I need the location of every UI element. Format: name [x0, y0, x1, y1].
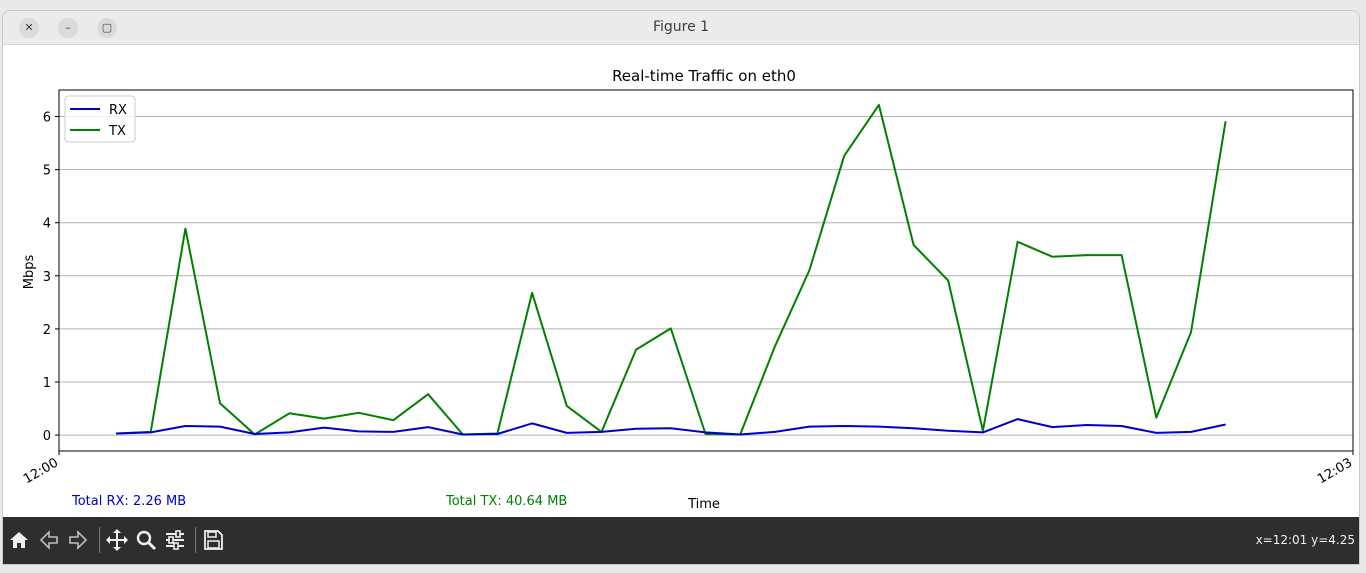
- legend: RX TX: [64, 95, 136, 143]
- y-tick-label: 3: [43, 270, 51, 285]
- total-tx-text: Total TX: 40.64 MB: [445, 494, 567, 509]
- plot-frame: [58, 89, 1354, 452]
- minimize-button[interactable]: –: [58, 18, 78, 38]
- back-arrow-icon: [39, 530, 58, 550]
- y-tick-label: 2: [43, 323, 51, 338]
- save-button[interactable]: [200, 527, 226, 553]
- zoom-button[interactable]: [133, 527, 159, 553]
- x-tick-label: 12:03: [1315, 455, 1355, 487]
- x-axis-label: Time: [687, 497, 720, 512]
- series-line-rx: [115, 418, 1226, 436]
- figure-canvas: 0 1 2 3 4 5 6 12:00 12:03 Real-time Traffic on e…: [3, 45, 1359, 517]
- home-button[interactable]: [6, 527, 32, 553]
- figure-window: ✕ – ▢ Figure 1 0 1 2 3 4 5 6 12:00 12:03 Real-ti…: [2, 10, 1360, 565]
- legend-tx-label: TX: [108, 124, 126, 139]
- title-bar: ✕ – ▢ Figure 1: [3, 11, 1359, 45]
- maximize-button[interactable]: ▢: [97, 18, 117, 38]
- legend-rx-label: RX: [109, 103, 127, 118]
- home-icon: [10, 532, 28, 548]
- minimize-icon: –: [65, 21, 71, 34]
- back-button[interactable]: [36, 527, 62, 553]
- close-button[interactable]: ✕: [19, 18, 39, 38]
- sliders-icon: [166, 530, 184, 550]
- total-rx-text: Total RX: 2.26 MB: [71, 494, 186, 509]
- navigation-toolbar: x=12:01 y=4.25: [3, 517, 1359, 564]
- floppy-disk-icon: [204, 530, 223, 550]
- y-tick-label: 1: [43, 376, 51, 391]
- x-tick-label: 12:00: [21, 455, 61, 487]
- toolbar-separator: [99, 527, 100, 553]
- configure-subplots-button[interactable]: [162, 527, 188, 553]
- y-tick-label: 6: [43, 111, 51, 126]
- pan-icon: [106, 529, 128, 551]
- pan-button[interactable]: [104, 527, 130, 553]
- y-tick-label: 0: [43, 429, 51, 444]
- close-icon: ✕: [24, 21, 34, 34]
- y-tick-label: 4: [43, 217, 51, 232]
- cursor-coordinates: x=12:01 y=4.25: [1255, 533, 1355, 547]
- series-line-tx: [115, 103, 1227, 436]
- window-title: Figure 1: [652, 19, 710, 35]
- y-axis-label: Mbps: [22, 255, 37, 290]
- toolbar-separator: [195, 527, 196, 553]
- traffic-chart: 0 1 2 3 4 5 6 12:00 12:03 Real-time Traffic on e…: [21, 67, 1355, 512]
- forward-button[interactable]: [65, 527, 91, 553]
- chart-title: Real-time Traffic on eth0: [612, 67, 796, 85]
- y-tick-label: 5: [43, 164, 51, 179]
- maximize-icon: ▢: [101, 21, 113, 34]
- plot-area: [59, 90, 1353, 451]
- forward-arrow-icon: [69, 530, 88, 550]
- zoom-magnifier-icon: [136, 530, 157, 551]
